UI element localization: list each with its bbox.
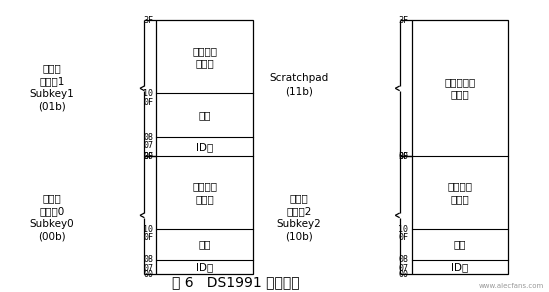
Text: 密码: 密码 xyxy=(453,239,466,250)
Text: 00: 00 xyxy=(143,270,153,279)
Text: 非密码保护
存储区: 非密码保护 存储区 xyxy=(444,77,475,100)
Text: 0F: 0F xyxy=(143,98,153,107)
Text: 07: 07 xyxy=(399,264,408,273)
Text: 10: 10 xyxy=(399,225,408,234)
Text: 07: 07 xyxy=(143,264,153,273)
Text: 00: 00 xyxy=(399,270,408,279)
Text: ID码: ID码 xyxy=(196,262,213,272)
Text: 图 6   DS1991 存储器图: 图 6 DS1991 存储器图 xyxy=(172,275,300,289)
Bar xyxy=(412,20,508,274)
Text: 3F: 3F xyxy=(143,16,153,25)
Text: 密码: 密码 xyxy=(198,239,211,250)
Text: 密钥子
存储区1
Subkey1
(01b): 密钥子 存储区1 Subkey1 (01b) xyxy=(30,63,75,112)
Text: 08: 08 xyxy=(143,256,153,264)
Text: 3F: 3F xyxy=(399,16,408,25)
Text: 0F: 0F xyxy=(143,234,153,242)
Text: www.alecfans.com: www.alecfans.com xyxy=(478,283,544,289)
Text: 08: 08 xyxy=(143,133,153,142)
Text: 00: 00 xyxy=(143,152,153,161)
Text: 3F: 3F xyxy=(143,152,153,161)
Text: 密码保护
存储区: 密码保护 存储区 xyxy=(447,182,472,204)
Text: 10: 10 xyxy=(143,225,153,234)
Text: 密码: 密码 xyxy=(198,110,211,120)
Text: 10: 10 xyxy=(143,89,153,98)
Text: 3F: 3F xyxy=(399,152,408,161)
Bar xyxy=(156,20,253,274)
Text: ID码: ID码 xyxy=(196,142,213,152)
Text: 密钥子
存储区2
Subkey2
(10b): 密钥子 存储区2 Subkey2 (10b) xyxy=(277,193,322,242)
Text: 密码保护
存储区: 密码保护 存储区 xyxy=(192,46,217,68)
Text: ID码: ID码 xyxy=(451,262,468,272)
Text: 07: 07 xyxy=(143,142,153,150)
Text: 密钥子
存储区0
Subkey0
(00b): 密钥子 存储区0 Subkey0 (00b) xyxy=(30,193,75,242)
Text: 0F: 0F xyxy=(399,234,408,242)
Text: 00: 00 xyxy=(399,152,408,161)
Text: 08: 08 xyxy=(399,256,408,264)
Text: Scratchpad
(11b): Scratchpad (11b) xyxy=(270,73,329,96)
Text: 密码保护
存储区: 密码保护 存储区 xyxy=(192,182,217,204)
